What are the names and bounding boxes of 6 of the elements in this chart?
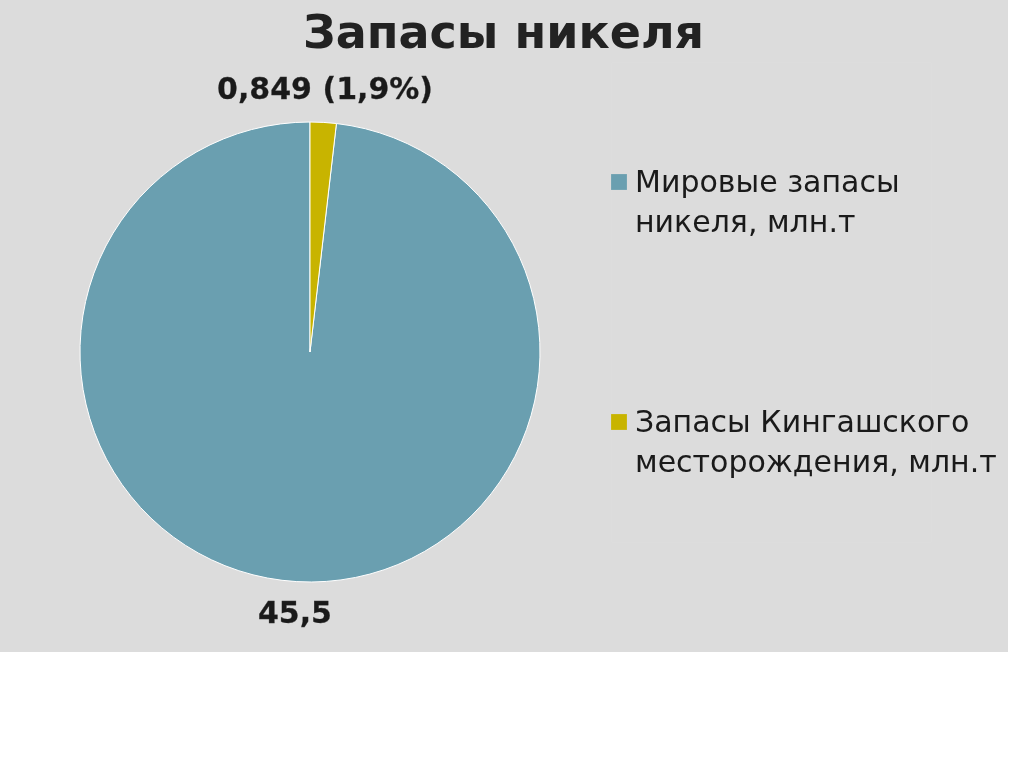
chart-title: Запасы никеля [303, 4, 705, 59]
legend-label: Мировые запасы никеля, млн.т [635, 164, 900, 239]
legend-label: Запасы Кингашского месторождения, млн.т [635, 404, 997, 479]
data-label: 45,5 [257, 594, 332, 630]
data-label: 0,849 (1,9%) [217, 71, 434, 107]
pie-slice [79, 121, 541, 583]
